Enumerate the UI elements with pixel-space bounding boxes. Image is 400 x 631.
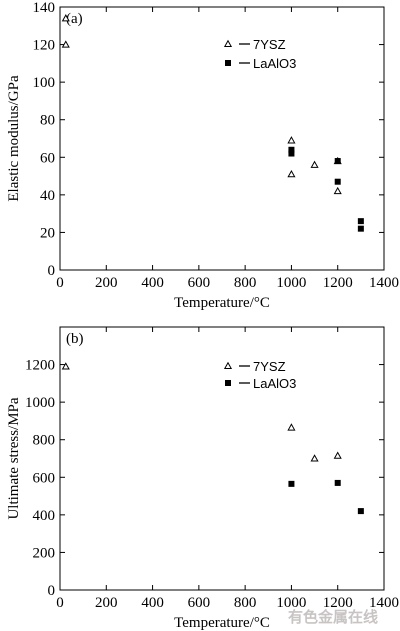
point-7ysz [287, 423, 296, 431]
legend-label-laalo3: LaAlO3 [253, 376, 296, 391]
legend-label-laalo3: LaAlO3 [253, 56, 296, 71]
y-tick-label: 1200 [25, 358, 55, 374]
x-tick-label: 800 [234, 595, 257, 611]
y-tick-label: 800 [33, 433, 56, 449]
x-tick-label: 0 [56, 595, 64, 611]
y-tick-label: 200 [33, 545, 56, 561]
legend-marker-7ysz [223, 361, 233, 370]
x-tick-label: 1400 [369, 595, 399, 611]
panel-label: (b) [66, 331, 84, 347]
point-7ysz [310, 454, 319, 462]
x-tick-label: 1200 [323, 275, 353, 291]
y-tick-label: 0 [48, 583, 56, 599]
x-tick-label: 0 [56, 275, 64, 291]
point-laalo3 [357, 218, 364, 225]
y-tick-label: 600 [33, 470, 56, 486]
point-laalo3 [288, 150, 295, 157]
y-tick-label: 1000 [25, 395, 55, 411]
legend-marker-laalo3 [225, 60, 231, 66]
point-7ysz [61, 362, 70, 370]
point-7ysz [287, 169, 296, 178]
y-tick-label: 20 [40, 225, 55, 241]
point-laalo3 [288, 146, 295, 153]
x-tick-label: 600 [188, 275, 211, 291]
x-tick-label: 1000 [276, 275, 306, 291]
point-laalo3 [288, 480, 295, 487]
plot-frame [59, 326, 385, 591]
y-tick-label: 40 [40, 188, 55, 204]
x-tick-label: 400 [141, 595, 164, 611]
panel-label: (a) [66, 11, 83, 27]
panel-a: 0 200 400 600 800 1000 1200 1400 0 20 40 60 80 100 120… [6, 0, 399, 311]
x-tick-label: 400 [141, 275, 164, 291]
plot-frame [59, 6, 385, 271]
y-tick-label: 80 [40, 113, 55, 129]
point-laalo3 [334, 178, 341, 185]
point-7ysz [61, 14, 70, 22]
y-tick-label: 120 [33, 38, 56, 54]
y-tick-label: 0 [48, 263, 56, 279]
panel-b: 0 200 400 600 800 1000 1200 1400 0 200 400 600 800 10… [6, 326, 399, 631]
x-tick-label: 200 [95, 595, 118, 611]
y-tick-label: 100 [33, 75, 56, 91]
legend-label-7ysz: 7YSZ [253, 359, 286, 374]
y-axis-label: Ultimate stress/MPa [6, 397, 22, 519]
x-axis-label: Temperature/°C [174, 615, 270, 631]
legend-marker-7ysz [223, 39, 233, 48]
point-laalo3 [334, 158, 341, 165]
point-7ysz [333, 451, 342, 459]
point-7ysz [310, 160, 319, 168]
y-tick-label: 60 [40, 150, 55, 166]
y-axis-label: Elastic modulus/GPa [6, 75, 22, 202]
x-axis-label: Temperature/°C [174, 295, 270, 311]
point-7ysz [61, 40, 70, 48]
point-laalo3 [334, 479, 341, 486]
x-tick-label: 800 [234, 275, 257, 291]
x-tick-label: 1000 [276, 595, 306, 611]
x-tick-label: 600 [188, 595, 211, 611]
legend-label-7ysz: 7YSZ [253, 37, 286, 52]
point-laalo3 [357, 225, 364, 232]
watermark: 有色金属在线 [288, 608, 378, 626]
point-7ysz [333, 186, 342, 195]
point-7ysz [287, 136, 296, 144]
y-tick-label: 140 [33, 0, 56, 16]
x-tick-label: 1400 [369, 275, 399, 291]
y-tick-label: 400 [33, 508, 56, 524]
x-tick-label: 200 [95, 275, 118, 291]
x-tick-label: 1200 [323, 595, 353, 611]
legend-marker-laalo3 [225, 380, 231, 386]
point-laalo3 [357, 508, 364, 515]
